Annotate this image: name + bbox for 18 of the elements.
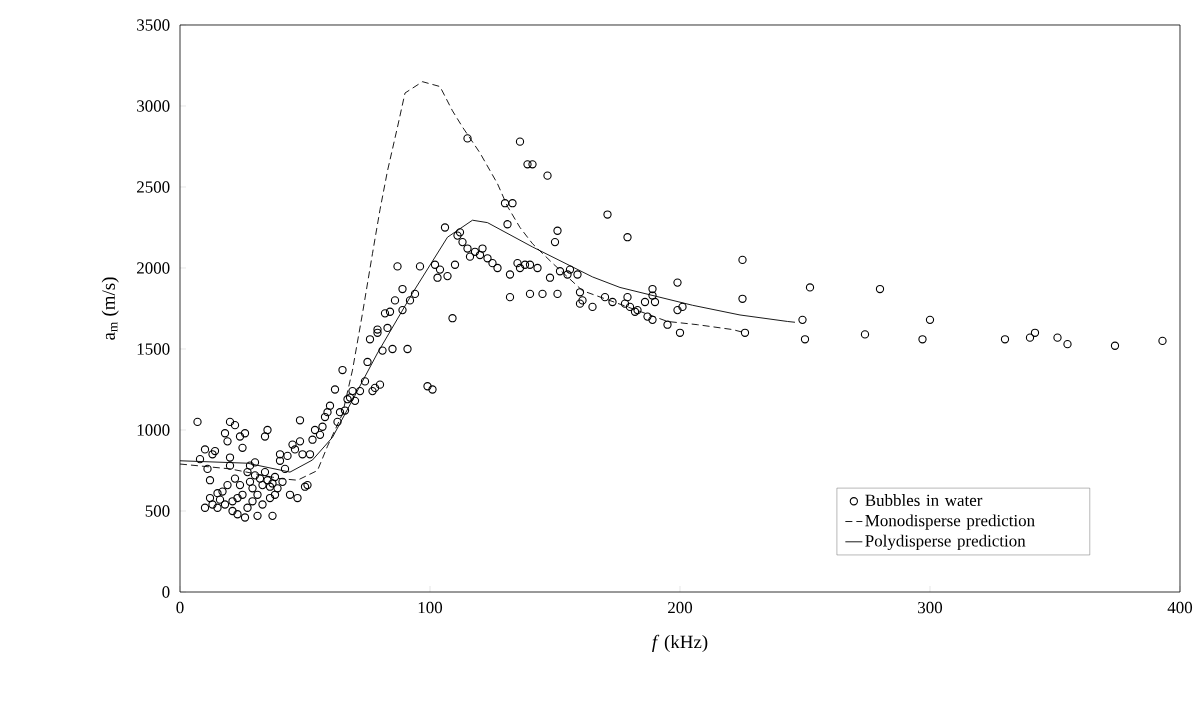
y-tick-label: 2500 xyxy=(137,181,170,193)
y-tick-label: 3000 xyxy=(137,100,170,112)
x-tick-label: 400 xyxy=(1167,601,1193,614)
y-tick-label: 500 xyxy=(145,505,170,517)
x-tick-label: 200 xyxy=(668,601,693,614)
y-tick-label: 2000 xyxy=(137,262,170,274)
legend-label: Polydisperse prediction xyxy=(865,534,1026,551)
x-tick-label: 100 xyxy=(418,601,443,614)
legend-label: Bubbles in water xyxy=(865,494,983,507)
y-tick-label: 0 xyxy=(162,586,170,598)
x-axis-title: f (kHz) xyxy=(652,634,708,653)
y-tick-label: 3500 xyxy=(137,19,170,31)
x-tick-label: 0 xyxy=(176,601,184,614)
y-tick-label: 1000 xyxy=(137,424,170,436)
legend-label: Monodisperse prediction xyxy=(865,514,1035,530)
x-tick-label: 300 xyxy=(918,601,943,614)
y-axis-title: a$_{m}$ (m/s) xyxy=(101,277,119,340)
y-tick-label: 1500 xyxy=(137,343,170,355)
